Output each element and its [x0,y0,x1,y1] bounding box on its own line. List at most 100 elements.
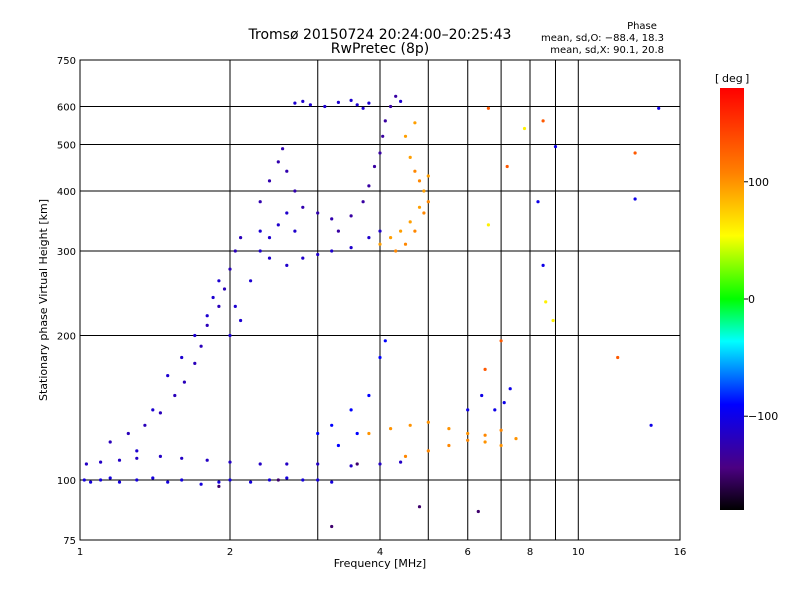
data-point [389,427,393,431]
phase-stat-x: mean, sd,X: 90.1, 20.8 [550,45,664,56]
data-point [466,408,470,412]
data-point [199,482,203,486]
data-point [258,249,262,253]
data-point [403,242,408,246]
phase-stat-o: mean, sd,O: −88.4, 18.3 [541,33,664,44]
colorbar-label-bracket-left: [ [715,72,719,85]
data-point [417,505,422,509]
data-point [258,229,262,233]
data-point [633,151,637,155]
data-point [276,478,280,482]
data-point [349,246,353,250]
data-point [505,164,509,169]
data-point [285,462,289,466]
data-point [285,169,289,173]
data-point [228,478,232,482]
data-point [301,205,305,209]
data-point [285,263,289,267]
data-point [330,423,334,427]
data-point [99,460,103,464]
data-point [633,197,637,201]
data-point [276,223,280,227]
data-point [316,431,320,436]
colorbar-ticks: 100 0 −100 [744,176,778,423]
data-point [166,374,170,378]
data-point [426,420,430,424]
data-point [316,478,320,482]
data-point [316,462,320,466]
data-point [349,214,353,218]
data-point [158,411,162,415]
data-point [349,464,353,468]
data-point [476,509,480,514]
data-point [447,427,451,431]
data-point [383,339,387,343]
data-point [285,211,289,215]
data-point [135,456,139,460]
data-point [233,304,237,308]
data-point [541,119,545,123]
data-point [222,287,227,291]
data-point [466,431,470,436]
data-point [480,393,484,398]
data-point [126,431,130,436]
data-point [367,184,371,188]
data-point [293,229,297,233]
grid-lines [80,60,680,540]
data-point [205,323,209,327]
data-point [367,431,371,436]
data-point [399,99,403,103]
data-point [372,164,377,169]
data-point [228,460,232,464]
data-point [217,304,221,308]
data-point [117,458,122,462]
data-point [135,478,139,482]
data-point [361,106,365,110]
data-point [199,344,203,348]
data-point [99,478,103,482]
data-point [211,295,215,300]
data-point [483,440,487,444]
colorbar-label-bracket-right: ] [745,72,749,85]
data-point [349,98,353,102]
data-point [330,524,334,529]
data-point [89,480,93,484]
data-point [293,101,297,105]
data-point [389,104,393,109]
data-point [413,169,417,173]
data-point [336,100,340,104]
data-point [367,101,371,105]
data-point [493,408,497,412]
data-point [422,189,426,193]
data-point [205,314,209,318]
data-point [486,106,490,110]
data-point [281,147,285,151]
data-point [508,387,512,391]
data-point [330,480,334,484]
x-axis-label: Frequency [MHz] [334,557,426,570]
data-point [233,249,237,253]
data-point [316,252,320,257]
data-point [355,462,359,466]
data-point [301,99,305,103]
x-tick-label: 2 [227,547,233,558]
data-point [301,256,305,260]
data-point [408,423,412,427]
data-point [413,229,417,233]
data-point [649,423,653,427]
data-point [249,279,253,283]
data-point [267,478,272,482]
data-point [108,476,112,480]
data-point [514,437,518,441]
data-point [426,174,430,178]
data-point [389,236,393,240]
data-point [166,480,170,484]
data-point [378,355,382,360]
data-point [466,438,470,442]
data-point [84,462,88,466]
data-point [378,151,382,155]
data-point [330,217,334,221]
data-point [217,484,221,488]
data-point [522,126,527,131]
